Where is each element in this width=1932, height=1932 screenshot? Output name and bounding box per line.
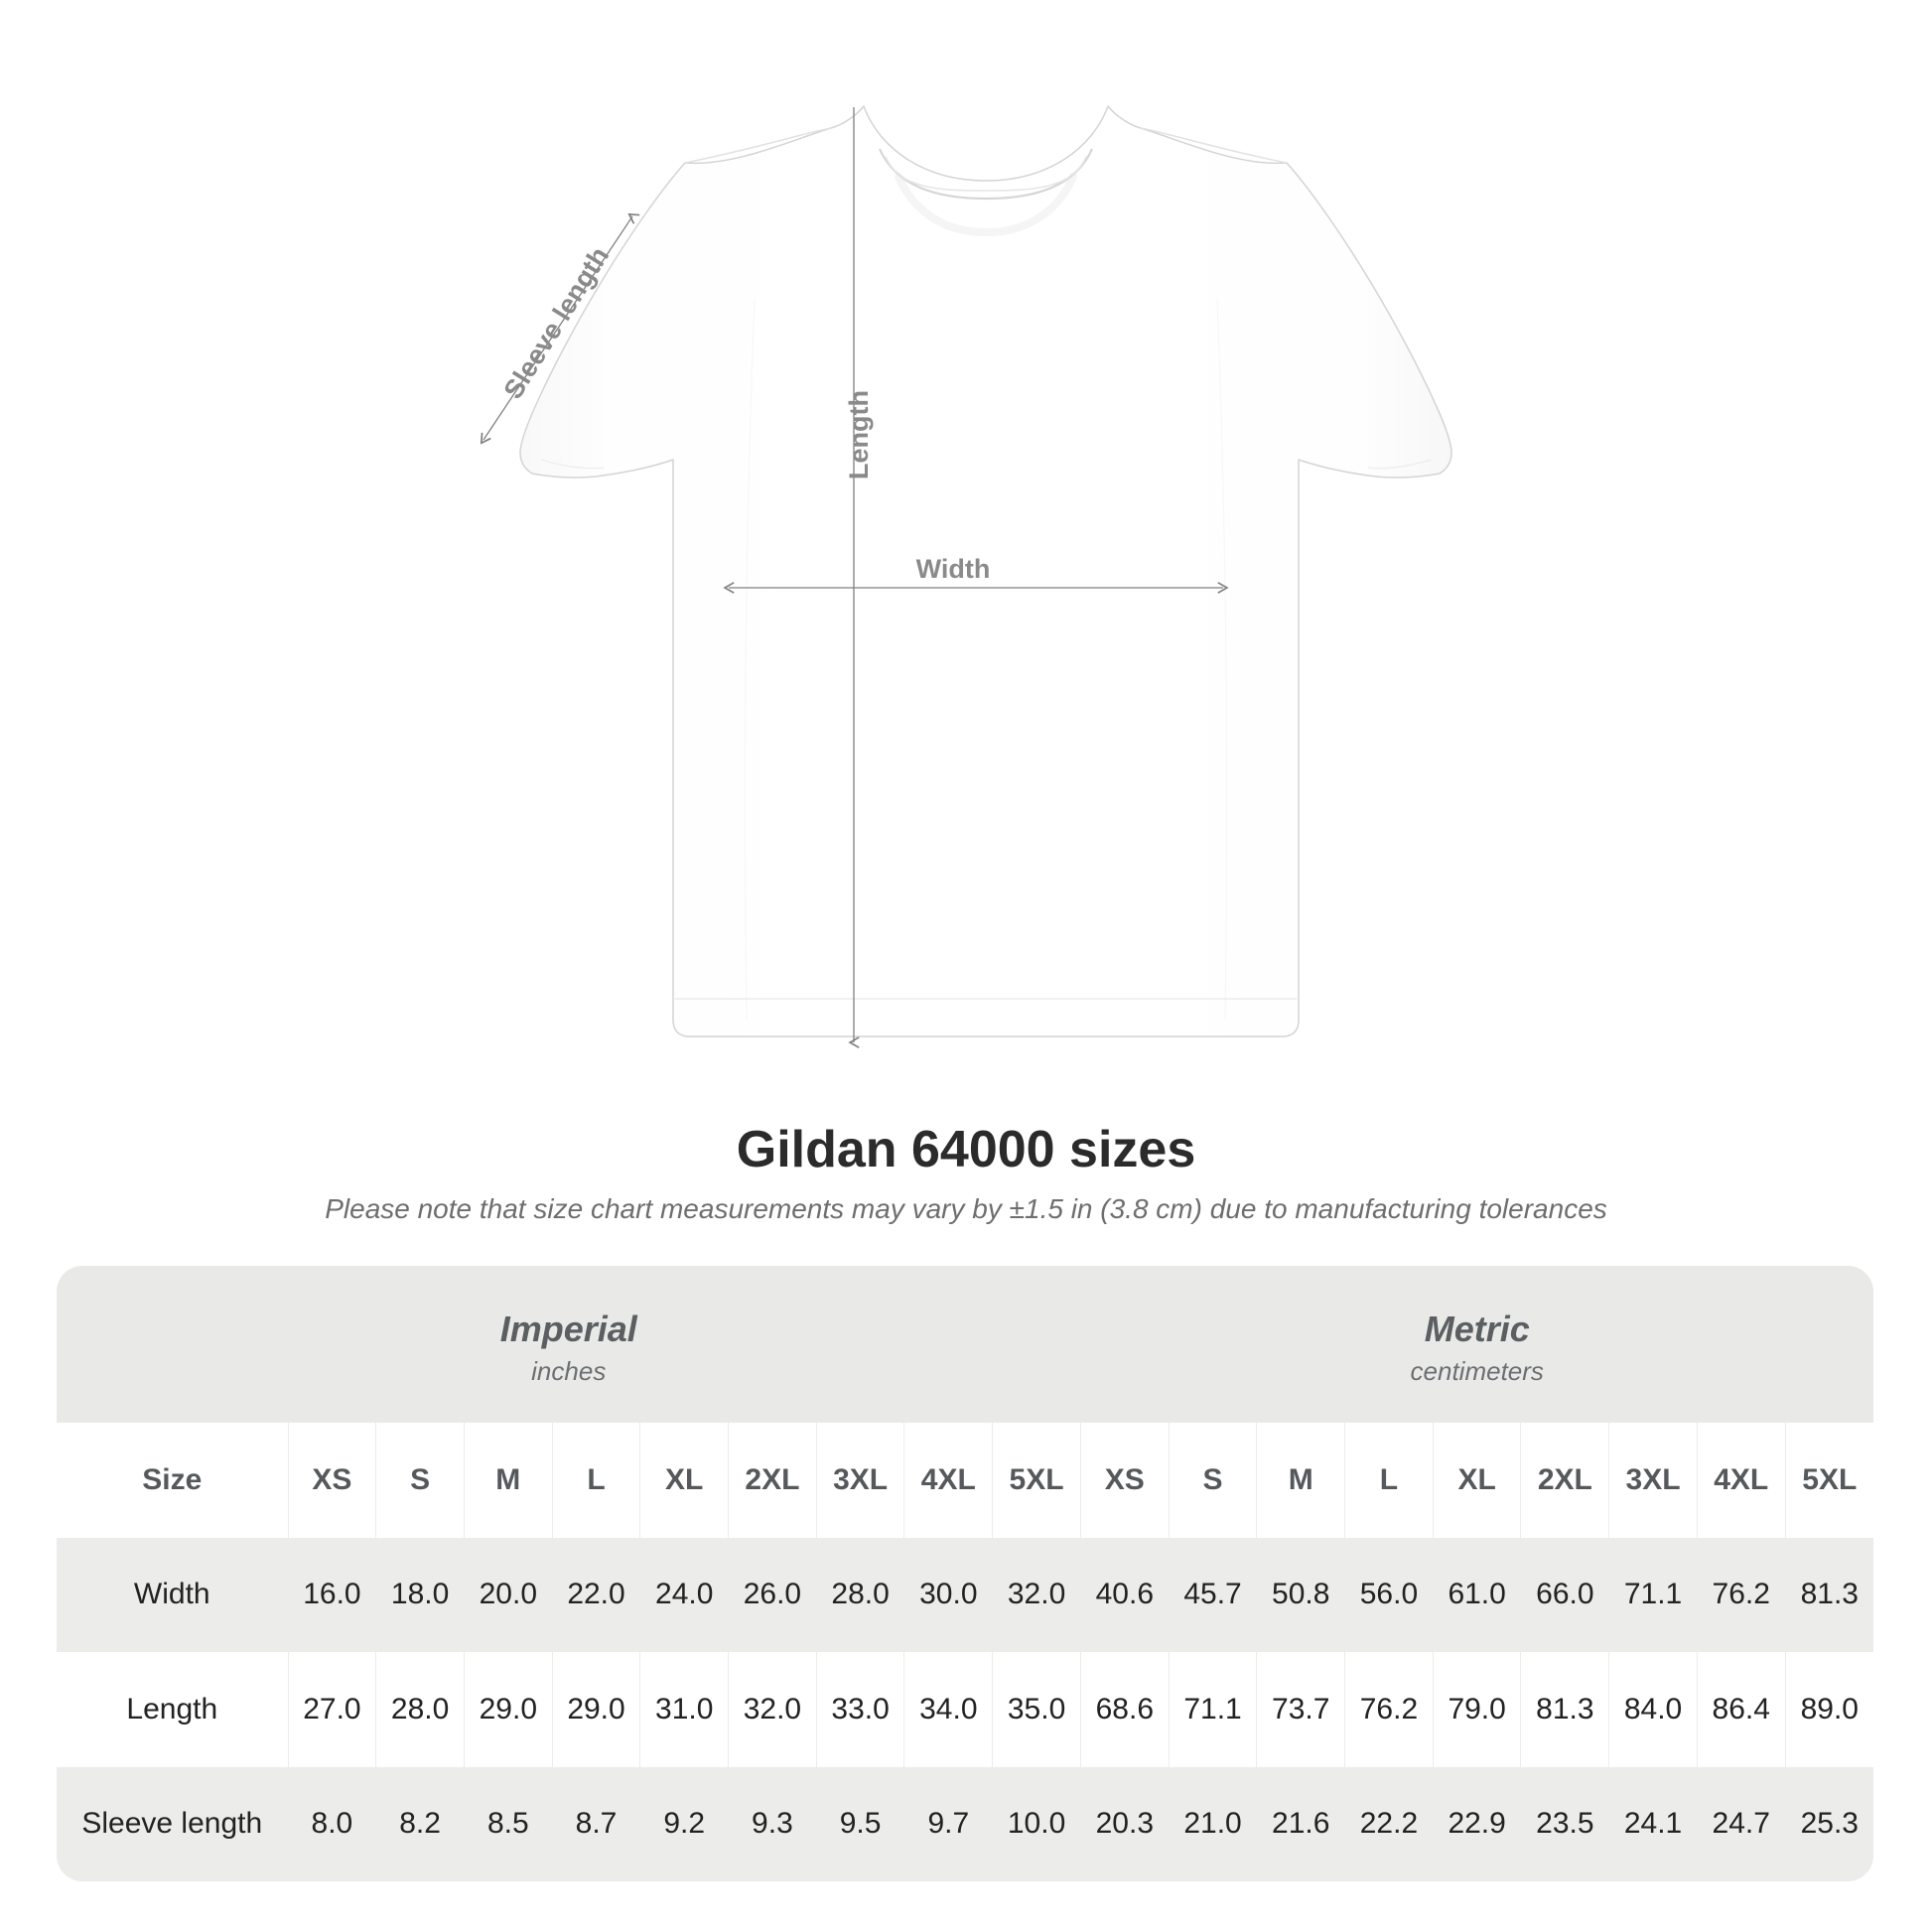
svg-text:Length: Length xyxy=(844,390,874,480)
svg-text:Width: Width xyxy=(916,554,991,584)
svg-text:Sleeve length: Sleeve length xyxy=(498,241,616,404)
